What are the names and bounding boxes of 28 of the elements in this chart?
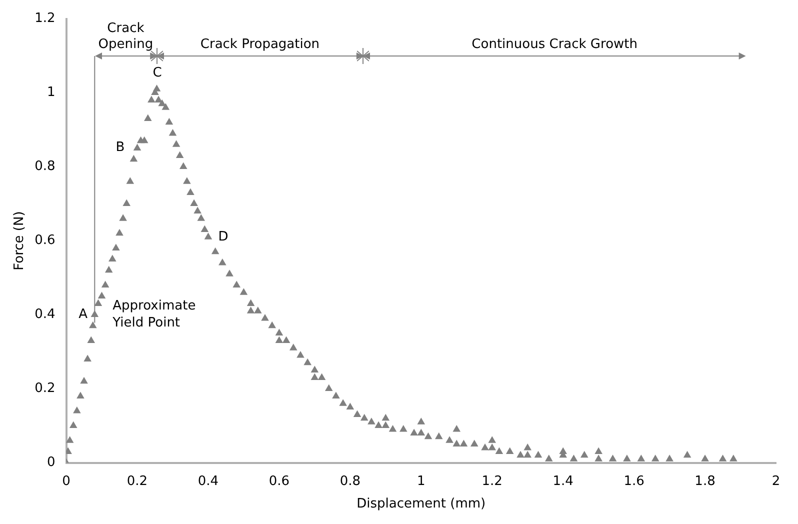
x-axis-title: Displacement (mm): [356, 496, 486, 512]
x-tick-label: 0.8: [340, 474, 361, 489]
y-tick-label: 0.4: [34, 307, 56, 322]
annotation: Approximate Yield Point: [112, 298, 196, 331]
y-tick-label: 0.2: [34, 381, 56, 396]
annotation: D: [218, 229, 228, 244]
y-tick-label: 1.2: [34, 11, 56, 26]
x-tick-label: 0.6: [268, 474, 290, 489]
y-tick-label: 0.6: [34, 233, 56, 248]
annotation: A: [78, 307, 88, 322]
annotation: B: [116, 140, 125, 155]
x-tick-label: 1.8: [694, 474, 716, 489]
y-axis-title: Force (N): [12, 211, 28, 270]
x-tick-label: 1.2: [482, 474, 502, 489]
y-tick-label: 1: [46, 85, 56, 100]
x-tick-label: 1.6: [624, 474, 644, 489]
annotation: Crack Propagation: [200, 36, 320, 52]
x-tick-label: 2: [772, 474, 780, 489]
y-tick-label: 0: [46, 455, 56, 470]
x-tick-label: 0: [62, 474, 70, 489]
x-tick-label: 1: [416, 474, 426, 489]
x-tick-label: 0.4: [198, 474, 219, 489]
annotation: C: [152, 65, 162, 80]
x-tick-label: 0.2: [126, 474, 148, 489]
annotation: Crack Opening: [98, 20, 154, 52]
y-tick-label: 0.8: [34, 159, 56, 174]
annotation: Continuous Crack Growth: [472, 36, 638, 52]
x-tick-label: 1.4: [552, 474, 574, 489]
